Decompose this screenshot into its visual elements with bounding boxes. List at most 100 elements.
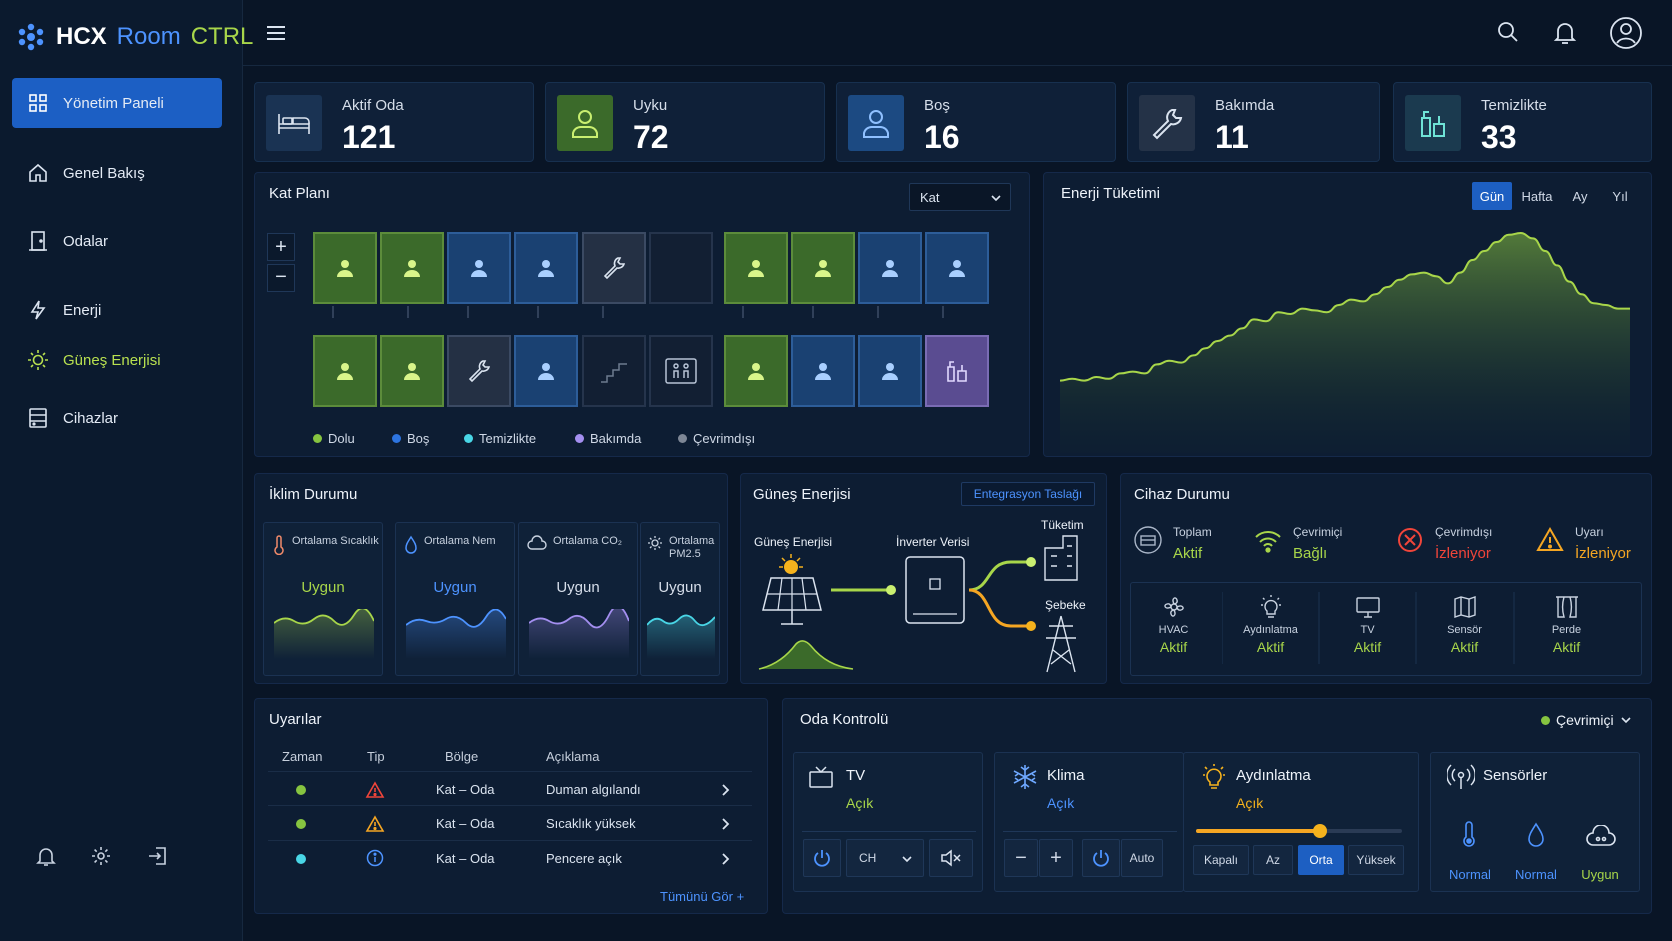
sensor-icon [1453,596,1476,618]
notification-bell-button[interactable] [1552,19,1580,47]
panel-title: Güneş Enerjisi [753,486,851,503]
room-maintenance[interactable] [582,232,646,304]
light-level-off[interactable]: Kapalı [1193,845,1249,875]
tab-week[interactable]: Hafta [1521,188,1553,204]
floor-select[interactable]: Kat [909,183,1011,211]
ac-increase-button[interactable]: + [1039,839,1073,877]
flow-node [886,585,896,595]
room-occupied[interactable] [724,335,788,407]
room-occupied[interactable] [380,232,444,304]
device-sensor[interactable]: Sensör Aktif [1416,590,1513,666]
sidebar-item-energy[interactable]: Enerji [12,285,222,335]
climate-value: Uygun [556,579,600,596]
integration-draft-button[interactable]: Entegrasyon Taslağı [961,482,1095,506]
ac-auto-button[interactable]: Auto [1121,839,1163,877]
light-level-medium[interactable]: Orta [1298,845,1344,875]
stat-sleep[interactable]: Uyku 72 [545,82,825,162]
logout-button[interactable] [145,843,171,869]
panel-title: Kat Planı [269,185,330,202]
climate-card-humidity[interactable]: Ortalama Nem Uygun [395,522,515,676]
sidebar-item-devices[interactable]: Cihazlar [12,393,222,443]
room-occupied[interactable] [724,232,788,304]
online-status-dropdown[interactable]: Çevrimiçi [1541,712,1632,728]
climate-card-pm25[interactable]: Ortalama PM2.5 Uygun [640,522,720,676]
app-name-part1: HCX [56,23,107,50]
climate-card-temperature[interactable]: Ortalama Sıcaklık Uygun [263,522,383,676]
zoom-out-button[interactable]: − [267,264,295,292]
column-type: Tip [367,749,385,764]
app-name-part3: CTRL [190,23,254,50]
zoom-in-button[interactable]: + [267,233,295,261]
panel-title: İklim Durumu [269,486,358,503]
stat-maintenance[interactable]: Bakımda 11 [1127,82,1380,162]
room-empty[interactable] [925,232,989,304]
sidebar-item-solar[interactable]: Güneş Enerjisi [12,335,222,385]
room-empty[interactable] [514,335,578,407]
room-occupied[interactable] [313,335,377,407]
room-empty[interactable] [447,232,511,304]
climate-card-co2[interactable]: Ortalama CO₂ Uygun [518,522,638,676]
tab-day[interactable]: Gün [1472,182,1512,210]
alert-zone: Kat – Oda [436,851,495,866]
device-hvac[interactable]: HVAC Aktif [1125,590,1222,666]
sidebar-item-label: Cihazlar [63,409,119,427]
device-label: Perde [1551,624,1582,636]
stat-active-rooms[interactable]: Aktif Oda 121 [254,82,534,162]
sidebar-item-overview[interactable]: Genel Bakış [12,148,222,198]
door-icon [29,231,47,251]
tv-power-button[interactable] [803,839,841,877]
room-occupied[interactable] [791,232,855,304]
room-empty[interactable] [514,232,578,304]
device-value: Aktif [1256,639,1285,655]
device-tv[interactable]: TV Aktif [1319,590,1416,666]
logo-icon [18,23,44,51]
see-all-link[interactable]: Tümünü Gör + [660,889,745,904]
sidebar-item-rooms[interactable]: Odalar [12,216,222,266]
device-curtain[interactable]: Perde Aktif [1518,590,1615,666]
tv-mute-button[interactable] [929,839,973,877]
lighting-slider-track[interactable] [1196,824,1402,838]
app-name-part2: Room [116,23,181,50]
tv-channel-select[interactable]: CH [846,839,924,877]
person-icon [815,363,831,380]
tab-month[interactable]: Ay [1572,188,1588,204]
light-level-low[interactable]: Az [1253,845,1293,875]
ac-decrease-button[interactable]: − [1004,839,1038,877]
room-occupied[interactable] [313,232,377,304]
sidebar-item-dashboard[interactable]: Yönetim Paneli [12,78,222,128]
room-occupied[interactable] [380,335,444,407]
room-cleaning[interactable] [925,335,989,407]
alert-row[interactable]: Kat – Oda Duman algılandı [268,771,752,805]
room-empty[interactable] [858,232,922,304]
alert-row[interactable]: Kat – Oda Sıcaklık yüksek [268,805,752,839]
room-maintenance[interactable] [447,335,511,407]
stat-empty[interactable]: Boş 16 [836,82,1116,162]
stat-value: 33 [1481,119,1517,155]
info-icon [366,849,384,867]
device-lighting[interactable]: Aydınlatma Aktif [1222,590,1319,666]
search-button[interactable] [1495,19,1523,47]
inverter-icon [905,556,965,624]
ac-power-button[interactable] [1082,839,1120,877]
alert-row[interactable]: Kat – Oda Pencere açık [268,840,752,874]
person-icon [949,260,965,277]
notifications-button[interactable] [33,843,59,869]
logout-icon [149,847,166,865]
tab-year[interactable]: Yıl [1612,188,1628,204]
alerts-panel: Uyarılar [254,698,768,914]
menu-button[interactable] [265,22,287,44]
room-empty[interactable] [858,335,922,407]
search-icon [1498,22,1518,42]
user-avatar[interactable] [1609,16,1643,50]
monitor-icon [1355,597,1380,618]
legend-dot [392,434,401,443]
room-empty[interactable] [791,335,855,407]
stat-icon-box [1405,95,1461,151]
climate-label: Ortalama PM2.5 [669,535,715,560]
settings-button[interactable] [88,843,114,869]
power-tower-icon [1046,615,1076,673]
lighting-slider-thumb[interactable] [1312,824,1327,838]
grid-icon [29,94,47,112]
light-level-high[interactable]: Yüksek [1348,845,1404,875]
stat-cleaning[interactable]: Temizlikte 33 [1393,82,1652,162]
